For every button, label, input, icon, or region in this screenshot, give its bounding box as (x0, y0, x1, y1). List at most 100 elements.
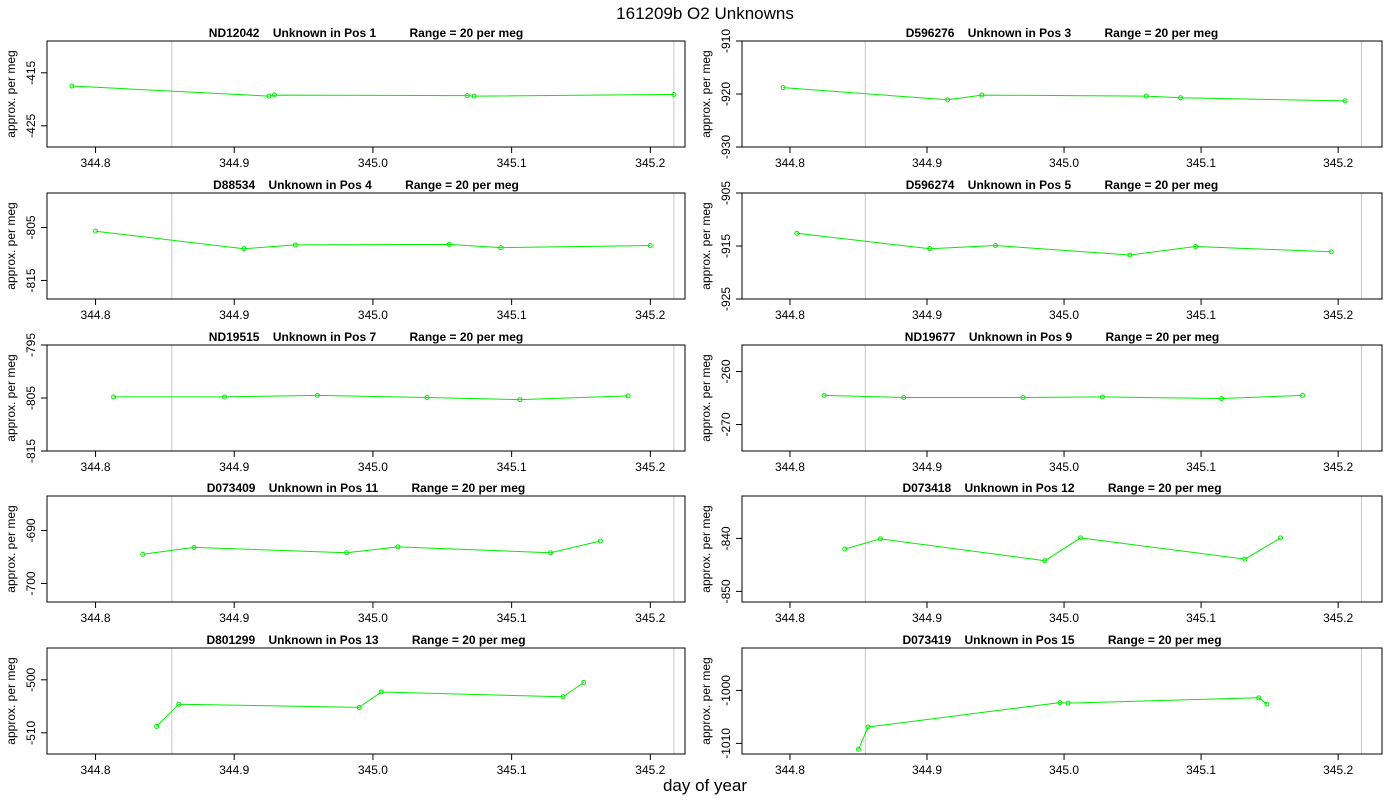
data-point (1042, 558, 1048, 564)
data-point (266, 93, 272, 99)
x-tick-label: 345.2 (1323, 763, 1353, 777)
plot-frame (46, 192, 686, 300)
x-tick-label: 345.1 (1186, 763, 1216, 777)
data-point (395, 544, 401, 550)
panel-title: D073409 Unknown in Pos 11 Range = 20 per… (207, 481, 525, 495)
plot-frame (741, 647, 1383, 755)
x-tick-label: 345.1 (497, 611, 527, 625)
data-point (1065, 700, 1071, 706)
panel-9: D801299 Unknown in Pos 13 Range = 20 per… (4, 633, 686, 777)
plot-frame (46, 647, 686, 755)
data-point (1300, 392, 1306, 398)
data-point (945, 97, 951, 103)
data-point (560, 694, 566, 700)
figure-title: 161209b O2 Unknowns (616, 4, 794, 23)
x-tick-label: 345.2 (1323, 308, 1353, 322)
data-point (464, 93, 470, 99)
panel-title: D073419 Unknown in Pos 15 Range = 20 per… (902, 633, 1221, 647)
x-tick-label: 345.2 (1323, 156, 1353, 170)
series-line (783, 87, 1346, 102)
figure-x-axis-label: day of year (663, 776, 747, 795)
plot-frame (741, 192, 1383, 300)
data-point (69, 83, 75, 89)
x-tick-label: 345.0 (358, 460, 388, 474)
y-tick-label: -795 (24, 333, 38, 357)
y-axis-label: approx. per meg (4, 202, 18, 289)
x-tick-label: 345.0 (1049, 460, 1079, 474)
data-point (292, 242, 298, 248)
panel-title: D073418 Unknown in Pos 12 Range = 20 per… (902, 481, 1221, 495)
data-point (647, 242, 653, 248)
x-tick-label: 344.8 (775, 611, 805, 625)
x-tick-label: 345.2 (635, 763, 665, 777)
y-tick-label: -270 (719, 412, 733, 436)
y-tick-label: -905 (719, 181, 733, 205)
data-point (979, 92, 985, 98)
data-point (1264, 701, 1270, 707)
y-axis-label: approx. per meg (699, 354, 713, 441)
y-tick-label: -930 (719, 135, 733, 159)
y-tick-label: -925 (719, 287, 733, 311)
y-axis-label: approx. per meg (699, 202, 713, 289)
data-point (1078, 535, 1084, 541)
y-tick-label: -850 (719, 579, 733, 603)
x-tick-label: 344.8 (775, 308, 805, 322)
data-point (901, 394, 907, 400)
x-tick-label: 344.9 (912, 763, 942, 777)
data-point (378, 689, 384, 695)
y-tick-label: -815 (24, 268, 38, 292)
y-axis-label: approx. per meg (4, 354, 18, 441)
plot-frame (741, 495, 1383, 603)
panel-2: D596276 Unknown in Pos 3 Range = 20 per … (699, 26, 1383, 170)
panel-5: ND19515 Unknown in Pos 7 Range = 20 per … (4, 330, 686, 474)
x-tick-label: 345.1 (497, 763, 527, 777)
panel-title: ND12042 Unknown in Pos 1 Range = 20 per … (209, 26, 523, 40)
y-tick-label: -840 (719, 526, 733, 550)
y-tick-label: -260 (719, 359, 733, 383)
data-point (1278, 535, 1284, 541)
series-line (156, 682, 585, 727)
y-tick-label: -910 (719, 29, 733, 53)
data-point (93, 228, 99, 234)
data-point (111, 394, 117, 400)
y-axis-label: approx. per meg (699, 657, 713, 744)
data-point (780, 85, 786, 91)
data-point (344, 550, 350, 556)
data-point (446, 241, 452, 247)
data-point (1127, 252, 1133, 258)
x-tick-label: 345.1 (497, 308, 527, 322)
data-point (1342, 98, 1348, 104)
y-tick-label: -915 (719, 234, 733, 258)
series-line (796, 232, 1332, 256)
y-tick-label: -815 (24, 439, 38, 463)
panel-title: D596276 Unknown in Pos 3 Range = 20 per … (906, 26, 1218, 40)
y-tick-label: -700 (24, 571, 38, 595)
plot-frame (46, 495, 686, 603)
x-tick-label: 344.9 (219, 763, 249, 777)
data-point (271, 92, 277, 98)
x-tick-label: 345.0 (358, 308, 388, 322)
data-point (865, 724, 871, 730)
x-tick-label: 344.9 (219, 460, 249, 474)
data-point (1099, 394, 1105, 400)
x-tick-label: 344.9 (219, 308, 249, 322)
y-tick-label: -805 (24, 215, 38, 239)
x-tick-label: 344.8 (775, 156, 805, 170)
data-point (176, 701, 182, 707)
x-tick-label: 345.2 (1323, 460, 1353, 474)
panel-3: D88534 Unknown in Pos 4 Range = 20 per m… (4, 178, 686, 322)
data-point (424, 394, 430, 400)
x-tick-label: 344.8 (81, 156, 111, 170)
x-tick-label: 345.1 (1186, 611, 1216, 625)
x-tick-label: 345.1 (1186, 308, 1216, 322)
data-point (581, 679, 587, 685)
x-tick-label: 345.0 (1049, 611, 1079, 625)
data-point (1057, 700, 1063, 706)
x-tick-label: 345.0 (1049, 763, 1079, 777)
x-tick-label: 345.2 (635, 308, 665, 322)
series-line (71, 85, 674, 97)
y-tick-label: -805 (24, 386, 38, 410)
panel-10: D073419 Unknown in Pos 15 Range = 20 per… (699, 633, 1383, 777)
data-point (625, 393, 631, 399)
x-tick-label: 345.1 (1186, 460, 1216, 474)
